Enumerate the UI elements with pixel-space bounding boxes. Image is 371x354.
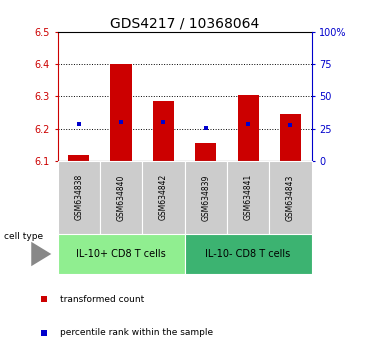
- Text: IL-10- CD8 T cells: IL-10- CD8 T cells: [206, 249, 291, 259]
- Text: cell type: cell type: [4, 232, 43, 241]
- Polygon shape: [31, 242, 51, 266]
- Text: GSM634838: GSM634838: [74, 174, 83, 221]
- Bar: [269, 161, 312, 234]
- Bar: [68, 155, 89, 161]
- Bar: [153, 101, 174, 161]
- Text: transformed count: transformed count: [60, 295, 144, 304]
- Title: GDS4217 / 10368064: GDS4217 / 10368064: [110, 17, 259, 31]
- Bar: [58, 161, 100, 234]
- Text: GSM634842: GSM634842: [159, 174, 168, 221]
- Bar: [195, 143, 216, 161]
- Text: GSM634843: GSM634843: [286, 174, 295, 221]
- Bar: [111, 64, 132, 161]
- Bar: [237, 95, 259, 161]
- Bar: [185, 161, 227, 234]
- Text: GSM634839: GSM634839: [201, 174, 210, 221]
- Text: IL-10+ CD8 T cells: IL-10+ CD8 T cells: [76, 249, 166, 259]
- Text: GSM634840: GSM634840: [116, 174, 125, 221]
- Bar: [280, 114, 301, 161]
- Bar: [100, 161, 142, 234]
- Text: GSM634841: GSM634841: [244, 174, 253, 221]
- Bar: [227, 161, 269, 234]
- Bar: [185, 234, 312, 274]
- Bar: [142, 161, 185, 234]
- Bar: [58, 234, 185, 274]
- Text: percentile rank within the sample: percentile rank within the sample: [60, 328, 213, 337]
